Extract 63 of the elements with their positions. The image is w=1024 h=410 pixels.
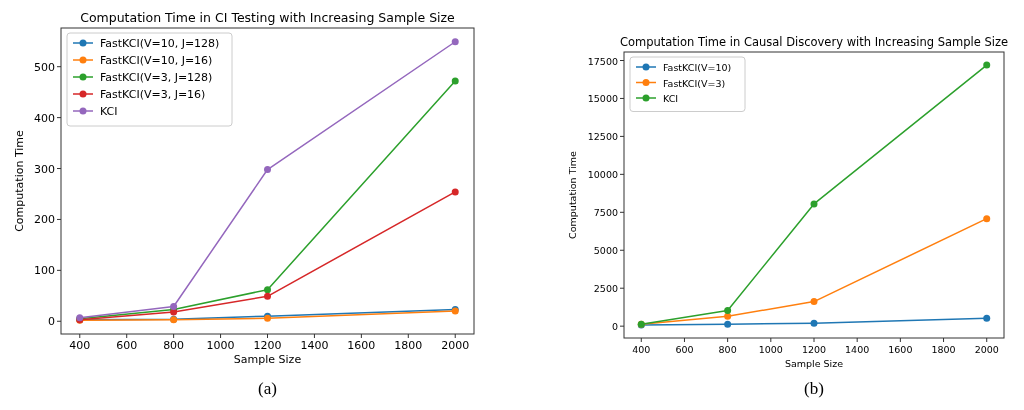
x-tick-label: 1200 <box>253 339 282 352</box>
x-tick-label: 1800 <box>394 339 423 352</box>
legend-label: FastKCI(V=10, J=128) <box>100 37 220 50</box>
y-tick-label: 0 <box>48 315 55 329</box>
point <box>724 312 732 320</box>
legend-label: FastKCI(V=3, J=16) <box>100 88 206 101</box>
x-tick-label: 1600 <box>347 339 376 352</box>
y-axis-title: Computation Time <box>13 129 26 232</box>
x-tick-label: 1000 <box>206 339 235 352</box>
x-tick-label: 2000 <box>974 344 999 355</box>
y-tick-label: 100 <box>34 264 55 278</box>
point <box>983 61 991 69</box>
text: (b) <box>804 379 824 398</box>
point <box>983 314 991 322</box>
x-axis-title: Sample Size <box>233 353 302 366</box>
legend-label: FastKCI(V=10) <box>663 62 732 73</box>
chart-title: Computation Time in CI Testing with Increasing Sample Size <box>80 10 456 25</box>
chart-title: Computation Time in Causal Discovery with Increasing Sample Size <box>619 35 1009 49</box>
legend-label: FastKCI(V=3) <box>663 77 726 89</box>
x-tick-label: 400 <box>632 344 651 355</box>
point <box>451 188 459 196</box>
y-tick-label: 5000 <box>593 245 618 257</box>
y-tick-label: 200 <box>34 213 55 227</box>
y-tick-label: 17500 <box>587 55 618 67</box>
y-tick-label: 300 <box>34 162 55 176</box>
x-tick-label: 800 <box>163 339 185 352</box>
point <box>451 38 459 46</box>
x-tick-label: 1000 <box>758 344 783 355</box>
legend-label: FastKCI(V=10, J=16) <box>100 54 213 67</box>
y-tick-label: 10000 <box>587 169 618 181</box>
y-tick-label: 7500 <box>593 207 618 219</box>
x-tick-label: 2000 <box>441 339 470 352</box>
x-tick-label: 600 <box>116 339 138 352</box>
x-tick-label: 1400 <box>845 344 870 355</box>
point <box>810 319 818 327</box>
y-tick-label: 0 <box>611 321 618 333</box>
x-tick-label: 800 <box>718 344 737 355</box>
y-tick-label: 12500 <box>587 131 618 143</box>
point <box>810 200 818 208</box>
point <box>264 292 271 300</box>
point <box>264 286 271 294</box>
point <box>451 77 459 85</box>
y-tick-label: 500 <box>34 60 55 74</box>
x-tick-label: 600 <box>675 344 694 355</box>
legend-label: KCI <box>100 105 118 118</box>
legend-label: FastKCI(V=3, J=128) <box>100 71 213 84</box>
x-tick-label: 1600 <box>888 344 913 355</box>
x-tick-label: 1200 <box>801 344 827 355</box>
point <box>264 166 271 174</box>
y-tick-label: 15000 <box>587 93 618 105</box>
y-tick-label: 400 <box>34 111 55 125</box>
point <box>983 215 991 223</box>
y-tick-label: 2500 <box>593 283 618 295</box>
point <box>810 298 818 306</box>
text: (a) <box>258 379 277 398</box>
legend-label: KCI <box>663 93 679 104</box>
x-axis-title: Sample Size <box>784 358 844 369</box>
x-tick-label: 1800 <box>931 344 956 355</box>
point <box>724 320 732 328</box>
x-tick-label: 1400 <box>300 339 329 352</box>
point <box>724 307 732 315</box>
x-tick-label: 400 <box>69 339 91 352</box>
y-axis-title: Computation Time <box>567 150 578 239</box>
